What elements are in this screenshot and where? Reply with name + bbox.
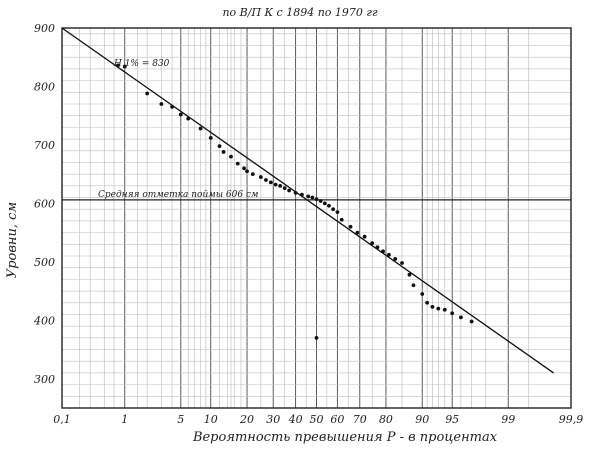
x-tick-label: 30 xyxy=(266,413,280,426)
fit-line xyxy=(61,27,554,374)
fit-line-group xyxy=(61,27,554,374)
data-point xyxy=(221,150,226,154)
data-point xyxy=(430,304,435,309)
x-tick-labels: 0,1 1 5 10 20 30 40 50 60 70 80 90 95 99 99,9 xyxy=(53,413,583,426)
data-point xyxy=(198,126,203,131)
data-point xyxy=(407,272,412,277)
x-tick-label: 5 xyxy=(177,413,184,426)
y-tick-label: 900 xyxy=(34,22,55,35)
x-tick-label: 0,1 xyxy=(53,413,71,426)
x-tick-label: 1 xyxy=(121,413,128,426)
data-point xyxy=(250,172,255,177)
annotation-label: Средняя отметка поймы 606 см xyxy=(98,190,258,200)
data-point xyxy=(469,319,474,324)
annotation-label: Н 1% = 830 xyxy=(113,59,170,69)
data-point xyxy=(314,335,319,340)
data-point xyxy=(355,230,360,235)
data-points xyxy=(116,63,474,340)
data-point xyxy=(278,183,283,188)
plot-frame xyxy=(61,27,572,409)
x-tick-label: 99,9 xyxy=(559,413,584,426)
data-point xyxy=(310,195,315,200)
x-tick-label: 10 xyxy=(204,413,218,426)
data-point xyxy=(264,178,268,182)
x-tick-label: 70 xyxy=(353,413,367,426)
x-tick-label: 95 xyxy=(445,413,459,426)
x-axis-label: Вероятность превышения Р - в процентах xyxy=(192,430,498,445)
data-point xyxy=(411,283,416,288)
y-tick-label: 800 xyxy=(34,80,55,93)
data-point xyxy=(242,166,246,171)
x-tick-label: 90 xyxy=(415,413,429,426)
data-point xyxy=(306,194,311,199)
data-point xyxy=(339,217,344,222)
y-tick-label: 400 xyxy=(33,314,55,327)
data-point xyxy=(327,203,331,208)
data-point xyxy=(387,252,391,257)
data-point xyxy=(186,116,191,121)
y-tick-labels: 300 400 500 600 700 800 900 xyxy=(33,22,55,386)
data-point xyxy=(300,192,304,197)
x-tick-label: 50 xyxy=(310,413,324,426)
data-point xyxy=(393,257,398,261)
annotations: Н 1% = 830 Средняя отметка поймы 606 см xyxy=(98,59,258,200)
data-point xyxy=(235,161,240,166)
chart-title: по В/П К с 1894 по 1970 гг xyxy=(222,6,377,19)
data-point xyxy=(362,234,367,239)
data-point xyxy=(450,311,455,316)
data-point xyxy=(318,199,323,203)
y-tick-label: 700 xyxy=(34,139,55,152)
data-point xyxy=(442,307,447,312)
y-tick-label: 300 xyxy=(34,373,55,386)
data-point xyxy=(381,249,385,254)
grid xyxy=(61,28,572,409)
data-point xyxy=(375,245,380,250)
data-point xyxy=(258,175,263,179)
data-point xyxy=(170,105,174,109)
data-point xyxy=(400,261,404,265)
data-point xyxy=(425,300,430,305)
data-point xyxy=(273,182,278,187)
data-point xyxy=(314,197,319,202)
data-point xyxy=(459,315,463,320)
data-point xyxy=(436,306,441,311)
y-tick-label: 500 xyxy=(34,256,55,269)
x-tick-label: 80 xyxy=(379,413,393,426)
data-point xyxy=(178,112,183,117)
x-tick-label: 60 xyxy=(330,413,344,426)
data-point xyxy=(335,210,340,215)
data-point xyxy=(116,63,120,68)
data-point xyxy=(145,91,150,96)
x-tick-label: 99 xyxy=(501,413,515,426)
data-point xyxy=(229,154,233,159)
data-point xyxy=(293,190,298,195)
x-tick-label: 20 xyxy=(239,413,254,426)
data-point xyxy=(331,207,336,212)
data-point xyxy=(122,64,127,69)
data-point xyxy=(159,102,164,106)
data-point xyxy=(245,169,249,174)
data-point xyxy=(217,144,222,148)
data-point xyxy=(268,180,273,185)
data-point xyxy=(348,224,353,229)
data-point xyxy=(322,201,327,206)
y-tick-label: 600 xyxy=(34,197,55,210)
data-point xyxy=(208,136,213,140)
data-point xyxy=(370,241,375,246)
data-point xyxy=(282,186,287,191)
plot-border xyxy=(61,27,572,409)
data-point xyxy=(287,188,292,193)
data-point xyxy=(420,292,425,296)
y-axis-label: Уровни, см xyxy=(5,202,20,278)
x-tick-label: 40 xyxy=(288,413,303,426)
